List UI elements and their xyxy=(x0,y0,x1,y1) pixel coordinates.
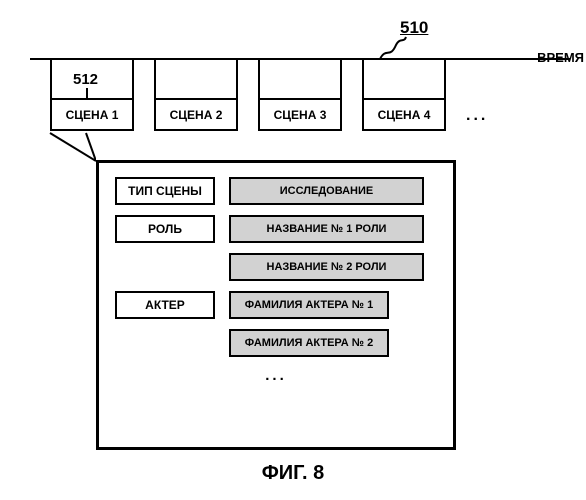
key-label: АКТЕР xyxy=(145,298,185,312)
value-role-2: НАЗВАНИЕ № 2 РОЛИ xyxy=(229,253,424,281)
scene-row: СЦЕНА 1 СЦЕНА 2 СЦЕНА 3 СЦЕНА 4 ... xyxy=(50,98,488,131)
figure-caption: ФИГ. 8 xyxy=(0,462,586,485)
scene-label: СЦЕНА 2 xyxy=(170,108,223,122)
key-scene-type: ТИП СЦЕНЫ xyxy=(115,177,215,205)
value-scene-type: ИССЛЕДОВАНИЕ xyxy=(229,177,424,205)
reference-512: 512 xyxy=(73,71,98,88)
scene-box-3: СЦЕНА 3 xyxy=(258,98,342,131)
scene-box-1: СЦЕНА 1 xyxy=(50,98,134,131)
scene-label: СЦЕНА 4 xyxy=(378,108,431,122)
scene-detail-panel: ТИП СЦЕНЫ ИССЛЕДОВАНИЕ РОЛЬ НАЗВАНИЕ № 1… xyxy=(96,160,456,450)
scene-ellipsis: ... xyxy=(466,107,488,131)
detail-row-role: РОЛЬ НАЗВАНИЕ № 1 РОЛИ НАЗВАНИЕ № 2 РОЛИ xyxy=(115,215,437,281)
value-label: ФАМИЛИЯ АКТЕРА № 1 xyxy=(245,299,374,311)
value-label: ИССЛЕДОВАНИЕ xyxy=(280,185,374,197)
scene-box-4: СЦЕНА 4 xyxy=(362,98,446,131)
scene-label: СЦЕНА 3 xyxy=(274,108,327,122)
timeline-axis xyxy=(30,58,570,60)
detail-row-actor: АКТЕР ФАМИЛИЯ АКТЕРА № 1 ФАМИЛИЯ АКТЕРА … xyxy=(115,291,437,357)
key-actor: АКТЕР xyxy=(115,291,215,319)
value-actor-2: ФАМИЛИЯ АКТЕРА № 2 xyxy=(229,329,389,357)
value-role-1: НАЗВАНИЕ № 1 РОЛИ xyxy=(229,215,424,243)
detail-ellipsis: ... xyxy=(115,367,437,384)
value-actor-1: ФАМИЛИЯ АКТЕРА № 1 xyxy=(229,291,389,319)
scene-label: СЦЕНА 1 xyxy=(66,108,119,122)
key-label: РОЛЬ xyxy=(148,222,182,236)
time-axis-label: ВРЕМЯ xyxy=(537,50,584,65)
key-label: ТИП СЦЕНЫ xyxy=(128,184,202,198)
reference-512-leader xyxy=(86,88,88,98)
value-label: НАЗВАНИЕ № 1 РОЛИ xyxy=(267,223,387,235)
scene-box-2: СЦЕНА 2 xyxy=(154,98,238,131)
value-label: НАЗВАНИЕ № 2 РОЛИ xyxy=(267,261,387,273)
detail-row-type: ТИП СЦЕНЫ ИССЛЕДОВАНИЕ xyxy=(115,177,437,205)
callout-lines xyxy=(44,131,96,181)
value-label: ФАМИЛИЯ АКТЕРА № 2 xyxy=(245,337,374,349)
key-role: РОЛЬ xyxy=(115,215,215,243)
